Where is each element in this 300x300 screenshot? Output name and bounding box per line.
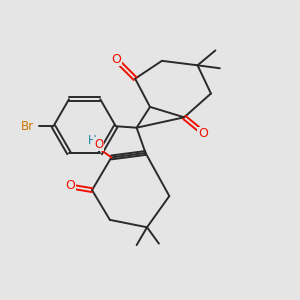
Text: O: O: [112, 53, 122, 66]
Text: H: H: [88, 134, 97, 147]
Text: O: O: [66, 179, 76, 192]
Text: O: O: [94, 138, 103, 151]
Text: O: O: [198, 127, 208, 140]
Text: Br: Br: [21, 120, 34, 133]
